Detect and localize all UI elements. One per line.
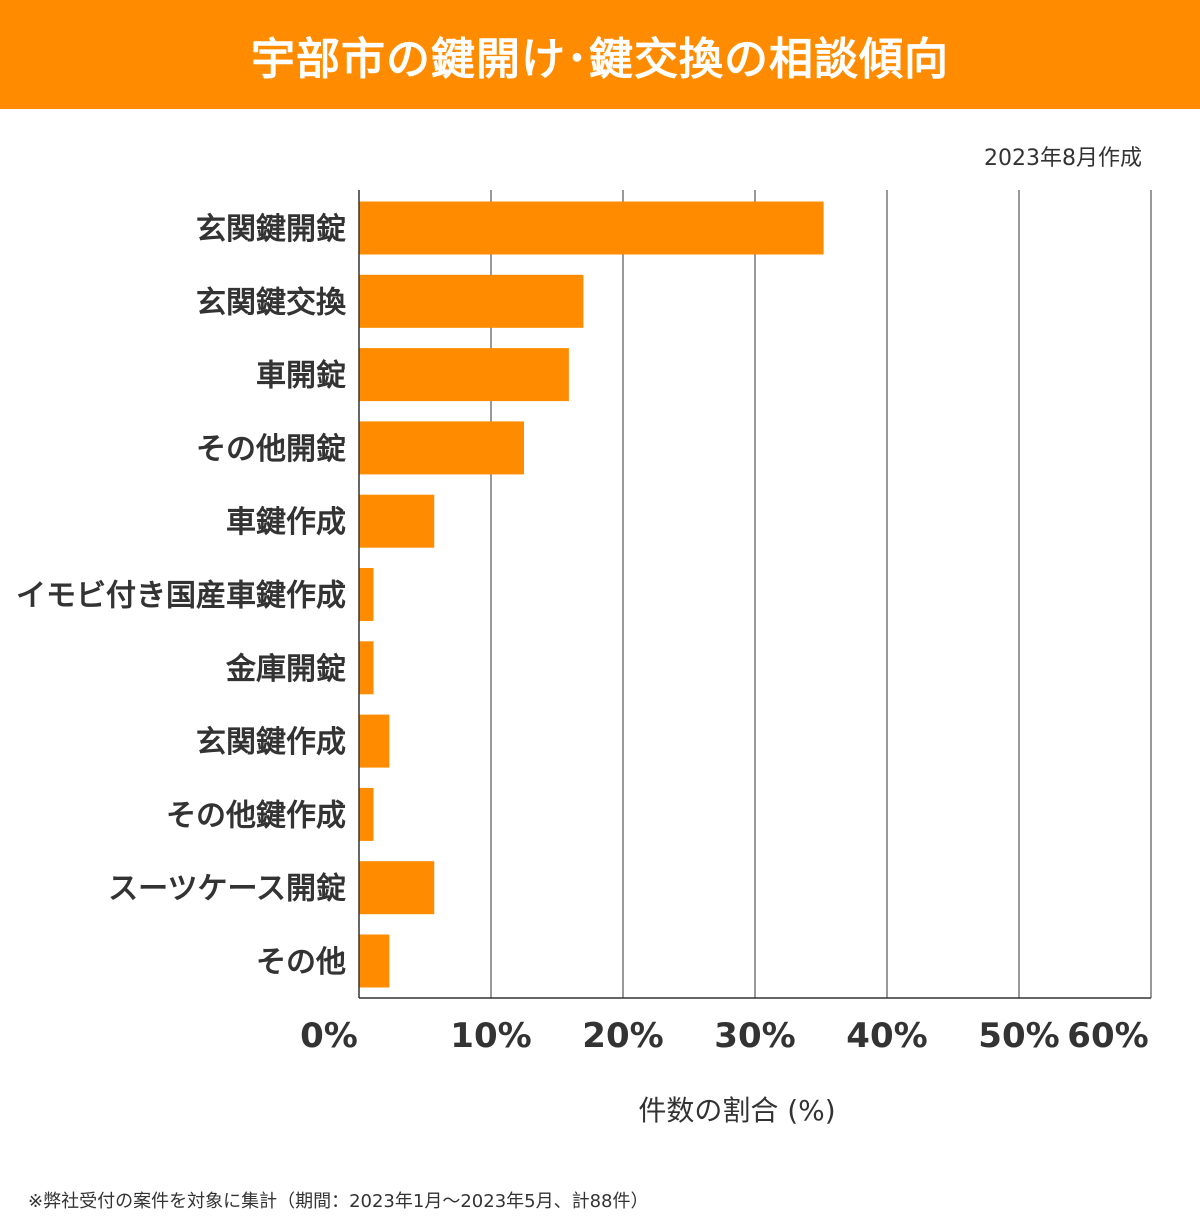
x-tick-label: 50%	[978, 1016, 1059, 1056]
category-label: スーツケース開錠	[108, 872, 346, 907]
category-label: 玄関鍵作成	[196, 725, 346, 760]
x-tick-label: 10%	[450, 1016, 531, 1056]
bar	[359, 568, 374, 621]
bar	[359, 934, 390, 988]
bar	[359, 641, 374, 695]
category-label: その他	[256, 945, 346, 980]
x-tick-label: 40%	[846, 1016, 927, 1056]
x-tick-label: 20%	[582, 1016, 663, 1056]
title-banner: 宇部市の鍵開け･鍵交換の相談傾向	[0, 0, 1200, 109]
bar	[359, 787, 374, 841]
category-label: 車開錠	[256, 359, 346, 394]
category-label: 車鍵作成	[226, 505, 346, 540]
bar	[359, 714, 390, 768]
category-label: その他鍵作成	[166, 798, 346, 833]
x-tick-label: 60%	[1067, 1016, 1148, 1056]
category-label: 玄関鍵開錠	[196, 212, 346, 247]
category-label: イモビ付き国産車鍵作成	[16, 579, 346, 614]
x-tick-label: 30%	[714, 1016, 795, 1056]
x-axis-label: 件数の割合 (%)	[638, 1094, 835, 1127]
chart-title: 宇部市の鍵開け･鍵交換の相談傾向	[251, 33, 949, 85]
bar	[359, 274, 584, 328]
bar	[359, 348, 569, 402]
date-note: 2023年8月作成	[984, 146, 1142, 171]
bar	[359, 494, 435, 548]
footnote: ※弊社受付の案件を対象に集計（期間：2023年1月～2023年5月、計88件）	[28, 1191, 649, 1212]
bar-chart: 0% 10% 20% 30% 40% 50% 60% 玄関鍵開錠玄関鍵交換車開錠その他開錠車鍵…	[16, 190, 1152, 1127]
x-tick-label: 0%	[300, 1016, 358, 1056]
bar	[359, 861, 435, 915]
category-label: 金庫開錠	[225, 652, 346, 687]
bar	[359, 201, 824, 255]
category-label: 玄関鍵交換	[196, 285, 347, 320]
category-label: その他開錠	[196, 432, 346, 467]
bar	[359, 421, 524, 475]
